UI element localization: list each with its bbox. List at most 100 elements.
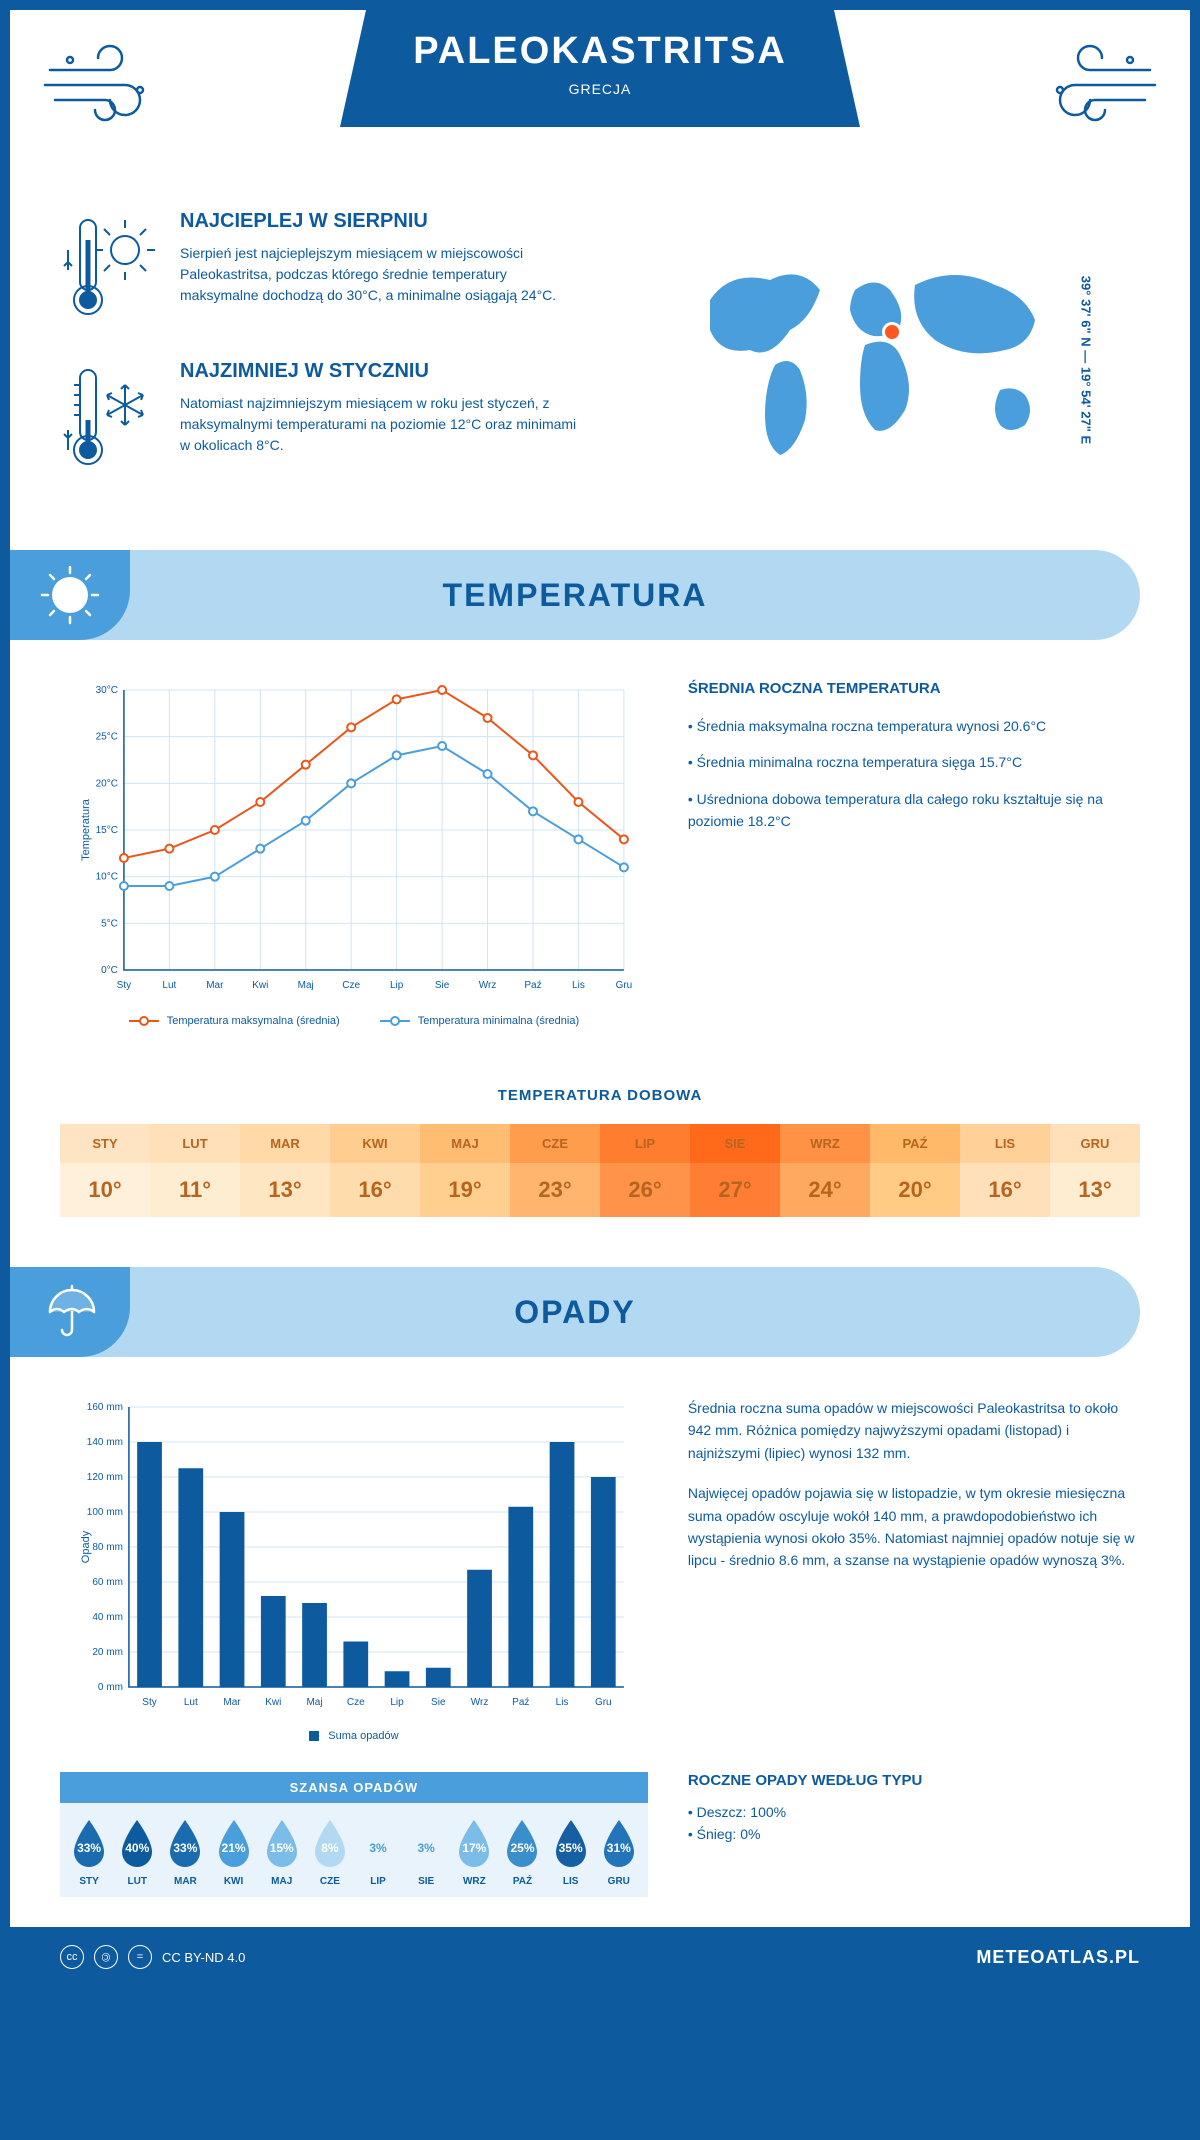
nd-icon: =	[128, 1945, 152, 1969]
raindrop-icon: 8%	[309, 1818, 351, 1870]
temp-table-value: 16°	[960, 1163, 1050, 1217]
temp-table-month: MAR	[240, 1124, 330, 1163]
chance-value: 31%	[607, 1841, 631, 1855]
chance-col: 21%KWI	[209, 1818, 257, 1887]
temp-table-month: LIS	[960, 1124, 1050, 1163]
temp-table-col: LIP26°	[600, 1124, 690, 1217]
svg-text:140 mm: 140 mm	[87, 1437, 123, 1448]
svg-text:0 mm: 0 mm	[98, 1682, 123, 1693]
chance-value: 33%	[77, 1841, 101, 1855]
svg-text:25°C: 25°C	[96, 732, 118, 743]
temp-table-col: MAR13°	[240, 1124, 330, 1217]
chance-col: 40%LUT	[113, 1818, 161, 1887]
chance-month: WRZ	[450, 1876, 498, 1887]
temp-table-value: 19°	[420, 1163, 510, 1217]
temp-table-value: 27°	[690, 1163, 780, 1217]
svg-text:10°C: 10°C	[96, 872, 118, 883]
chance-col: 31% GRU	[595, 1818, 643, 1887]
temp-table-value: 23°	[510, 1163, 600, 1217]
svg-text:Gru: Gru	[595, 1697, 612, 1708]
chance-value: 15%	[270, 1841, 294, 1855]
warmest-block: NAJCIEPLEJ W SIERPNIU Sierpień jest najc…	[60, 210, 580, 330]
temp-table-month: LIP	[600, 1124, 690, 1163]
raindrop-icon: 31%	[598, 1818, 640, 1870]
raindrop-icon: 3%	[357, 1818, 399, 1870]
temp-table-month: WRZ	[780, 1124, 870, 1163]
by-type-title: ROCZNE OPADY WEDŁUG TYPU	[688, 1772, 1140, 1789]
svg-text:100 mm: 100 mm	[87, 1507, 123, 1518]
precip-content: 0 mm20 mm40 mm60 mm80 mm100 mm120 mm140 …	[10, 1357, 1190, 1772]
temp-table-month: STY	[60, 1124, 150, 1163]
svg-text:20°C: 20°C	[96, 778, 118, 789]
chance-col: 8%CZE	[306, 1818, 354, 1887]
chance-month: GRU	[595, 1876, 643, 1887]
temp-table-value: 10°	[60, 1163, 150, 1217]
precip-text: Średnia roczna suma opadów w miejscowośc…	[688, 1397, 1140, 1742]
svg-text:Lut: Lut	[162, 980, 176, 991]
svg-text:Paź: Paź	[512, 1697, 529, 1708]
chance-value: 25%	[510, 1841, 534, 1855]
by-type-item: • Śnieg: 0%	[688, 1823, 1140, 1845]
svg-text:Gru: Gru	[616, 980, 633, 991]
temp-table-col: LIS16°	[960, 1124, 1050, 1217]
legend-min-label: Temperatura minimalna (średnia)	[418, 1015, 579, 1027]
temp-table-col: CZE23°	[510, 1124, 600, 1217]
temp-stat-item: • Średnia maksymalna roczna temperatura …	[688, 715, 1140, 737]
chance-value: 8%	[321, 1841, 338, 1855]
raindrop-icon: 40%	[116, 1818, 158, 1870]
precip-by-type: ROCZNE OPADY WEDŁUG TYPU • Deszcz: 100%•…	[688, 1772, 1140, 1897]
legend-max-label: Temperatura maksymalna (średnia)	[167, 1015, 340, 1027]
precip-header: OPADY	[10, 1267, 1140, 1357]
legend-line-min	[380, 1020, 410, 1022]
precip-legend-box	[309, 1731, 319, 1741]
svg-text:Kwi: Kwi	[252, 980, 268, 991]
temp-table-value: 16°	[330, 1163, 420, 1217]
svg-text:Paź: Paź	[524, 980, 541, 991]
svg-text:120 mm: 120 mm	[87, 1472, 123, 1483]
svg-text:Lis: Lis	[572, 980, 585, 991]
svg-text:Sty: Sty	[117, 980, 131, 991]
by-icon: 🄯	[94, 1945, 118, 1969]
world-map-icon	[680, 250, 1080, 470]
cc-icon: cc	[60, 1945, 84, 1969]
svg-text:Cze: Cze	[347, 1697, 365, 1708]
svg-text:Sty: Sty	[142, 1697, 156, 1708]
raindrop-icon: 33%	[68, 1818, 110, 1870]
thermometer-cold-icon	[60, 360, 160, 480]
coordinates: 39° 37' 6" N — 19° 54' 27" E	[1078, 276, 1093, 444]
svg-text:60 mm: 60 mm	[92, 1577, 123, 1588]
precip-legend-label: Suma opadów	[328, 1730, 398, 1742]
chance-col: 35%LIS	[547, 1818, 595, 1887]
wind-icon-left	[40, 40, 170, 130]
page-container: PALEOKASTRITSA GRECJA	[10, 10, 1190, 1987]
chance-month: PAŹ	[498, 1876, 546, 1887]
umbrella-icon	[40, 1282, 100, 1342]
temp-stats: ŚREDNIA ROCZNA TEMPERATURA • Średnia mak…	[688, 680, 1140, 1027]
temp-table-col: SIE27°	[690, 1124, 780, 1217]
location-country: GRECJA	[340, 81, 860, 97]
raindrop-icon: 33%	[164, 1818, 206, 1870]
raindrop-icon: 15%	[261, 1818, 303, 1870]
svg-text:Maj: Maj	[298, 980, 314, 991]
temp-table-col: STY10°	[60, 1124, 150, 1217]
chance-col: 3%SIE	[402, 1818, 450, 1887]
chance-value: 35%	[559, 1841, 583, 1855]
svg-text:160 mm: 160 mm	[87, 1402, 123, 1413]
raindrop-icon: 17%	[453, 1818, 495, 1870]
wind-icon-right	[1030, 40, 1160, 130]
coldest-desc: Natomiast najzimniejszym miesiącem w rok…	[180, 393, 580, 456]
intro-left: NAJCIEPLEJ W SIERPNIU Sierpień jest najc…	[60, 210, 580, 510]
by-type-item: • Deszcz: 100%	[688, 1801, 1140, 1823]
warmest-title: NAJCIEPLEJ W SIERPNIU	[180, 210, 580, 233]
temp-stats-title: ŚREDNIA ROCZNA TEMPERATURA	[688, 680, 1140, 697]
precip-bar-chart: 0 mm20 mm40 mm60 mm80 mm100 mm120 mm140 …	[60, 1397, 648, 1717]
temp-table-month: GRU	[1050, 1124, 1140, 1163]
svg-text:Wrz: Wrz	[471, 1697, 489, 1708]
temperature-title: TEMPERATURA	[130, 577, 1140, 614]
temp-table-month: KWI	[330, 1124, 420, 1163]
precip-chart: 0 mm20 mm40 mm60 mm80 mm100 mm120 mm140 …	[60, 1397, 648, 1742]
temp-stat-item: • Średnia minimalna roczna temperatura s…	[688, 751, 1140, 773]
chance-title: SZANSA OPADÓW	[60, 1772, 648, 1803]
svg-text:0°C: 0°C	[101, 965, 118, 976]
temp-chart-legend: Temperatura maksymalna (średnia) Tempera…	[60, 1015, 648, 1027]
